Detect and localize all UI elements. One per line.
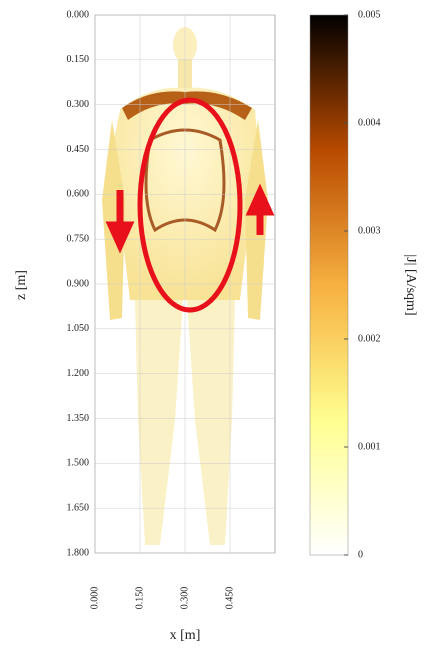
x-axis-label: x [m] [170,628,201,643]
y-tick-label: 1.800 [67,547,90,558]
colorbar-tick-label: 0.001 [358,441,381,452]
y-tick-label: 1.200 [67,368,90,379]
leg-right [187,300,235,545]
arrow-up [245,183,275,235]
y-tick-label: 1.500 [67,458,90,469]
leg-left [135,300,183,545]
x-tick-label: 0.300 [179,587,190,610]
y-tick-label: 0.300 [67,99,90,110]
colorbar-tick-label: 0.003 [358,225,381,236]
y-tick-label: 0.000 [67,9,90,20]
x-tick-label: 0.000 [89,587,100,610]
y-tick-label: 1.050 [67,323,90,334]
colorbar-tick-label: 0.004 [358,117,381,128]
rib-cage [144,128,226,233]
arm-left [102,120,125,320]
x-tick-label: 0.150 [134,587,145,610]
y-tick-label: 0.150 [67,54,90,65]
y-tick-label: 0.900 [67,278,90,289]
colorbar [309,14,349,556]
y-tick-label: 1.350 [67,413,90,424]
colorbar-tick-label: 0.002 [358,333,381,344]
current-loop-annotation [137,97,243,313]
x-tick-label: 0.450 [224,587,235,610]
y-axis-label: z [m] [14,270,29,300]
colorbar-label: |J| [A/sqm] [403,254,418,315]
body-field [102,27,268,545]
shoulders [122,91,252,120]
arrow-down [105,190,135,254]
y-tick-label: 0.750 [67,233,90,244]
colorbar-tick-label: 0.005 [358,9,381,20]
y-tick-label: 0.600 [67,189,90,200]
y-tick-label: 1.650 [67,502,90,513]
y-tick-label: 0.450 [67,144,90,155]
colorbar-tick-label: 0 [358,549,363,560]
